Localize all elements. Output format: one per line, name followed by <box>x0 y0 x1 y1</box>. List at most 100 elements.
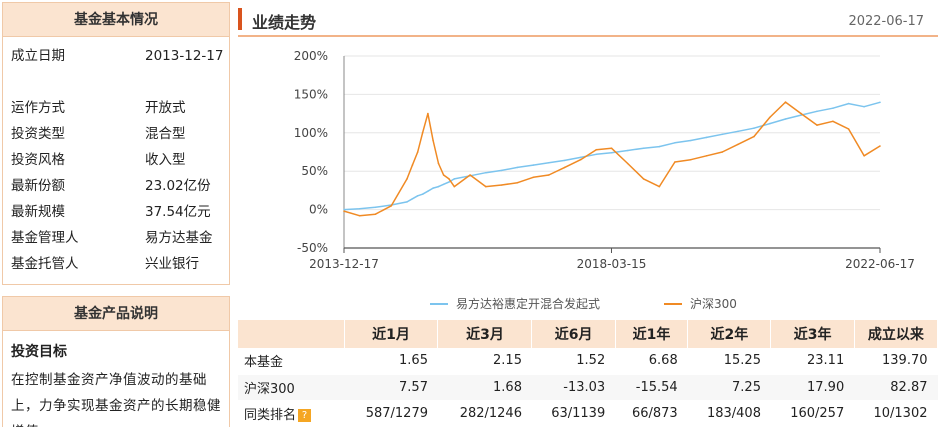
data-point <box>816 110 818 113</box>
data-point <box>500 169 503 172</box>
info-value-operation: 开放式 <box>145 100 186 116</box>
header-blank <box>238 320 345 348</box>
data-point <box>485 185 487 188</box>
data-point <box>595 148 598 151</box>
product-desc-title: 基金产品说明 <box>3 297 229 331</box>
info-label-invest-style: 投资风格 <box>11 152 65 168</box>
table-cell: 17.90 <box>770 374 855 401</box>
data-point <box>610 152 613 154</box>
data-point <box>816 124 818 126</box>
data-point <box>416 195 419 197</box>
info-label-manager: 基金管理人 <box>11 230 79 246</box>
data-point <box>548 174 550 176</box>
product-desc-panel: 基金产品说明 投资目标 在控制基金资产净值波动的基础上，力争实现基金资产的长期稳… <box>2 296 230 427</box>
data-point <box>390 205 393 207</box>
legend-label: 易方达裕惠定开混合发起式 <box>456 296 600 311</box>
data-point <box>343 210 345 212</box>
table-cell: 63/1139 <box>531 400 616 427</box>
legend-label: 沪深300 <box>690 297 737 311</box>
header-since-inception: 成立以来 <box>854 320 939 348</box>
info-value-established: 2013-12-17 <box>145 48 224 64</box>
data-point <box>863 105 865 108</box>
data-point <box>406 201 408 203</box>
data-point <box>563 166 566 169</box>
performance-chart: 200% 150% 100% 50% 0% -50% 2013-12-17 2018-03-1… <box>294 49 915 311</box>
data-point <box>374 213 377 215</box>
info-label-established: 成立日期 <box>11 48 65 64</box>
data-point <box>442 183 445 186</box>
row-label: 沪深300 <box>238 374 344 401</box>
table-row: 沪深300 7.57 1.68 -13.03 -15.54 7.25 17.90… <box>238 374 938 401</box>
data-point <box>374 206 377 209</box>
data-point <box>437 185 440 188</box>
data-point <box>721 151 724 153</box>
row-label-rank: 同类排名? <box>238 400 344 427</box>
table-cell: 2.15 <box>437 348 532 375</box>
data-point <box>753 135 755 138</box>
row-label: 本基金 <box>238 348 344 375</box>
header-1y: 近1年 <box>615 320 689 348</box>
data-point <box>832 120 834 123</box>
table-cell: -13.03 <box>531 374 616 401</box>
y-tick-label: -50% <box>297 241 328 255</box>
data-point <box>737 130 739 133</box>
table-cell: 7.25 <box>687 374 771 401</box>
info-value-scale: 37.54亿元 <box>145 204 211 220</box>
data-point <box>784 118 787 120</box>
data-point <box>674 142 676 144</box>
table-cell: 282/1246 <box>437 400 532 427</box>
data-point <box>516 166 519 169</box>
data-point <box>427 112 429 115</box>
data-point <box>658 145 661 148</box>
x-tick-label: 2013-12-17 <box>309 257 379 271</box>
data-point <box>411 164 414 166</box>
fund-info-title: 基金基本情况 <box>3 3 229 37</box>
table-cell: 183/408 <box>687 400 771 427</box>
data-point <box>658 185 661 188</box>
data-point <box>847 128 850 130</box>
data-point <box>532 164 535 166</box>
data-point <box>453 185 456 188</box>
y-tick-label: 150% <box>294 87 328 101</box>
data-point <box>343 208 345 211</box>
data-point <box>421 193 424 195</box>
data-point <box>437 162 440 165</box>
data-point <box>832 107 834 109</box>
data-point <box>432 139 434 142</box>
data-point <box>626 149 629 152</box>
table-row: 同类排名? 587/1279 282/1246 63/1139 66/873 1… <box>238 400 938 427</box>
data-point <box>442 174 445 176</box>
info-label-operation: 运作方式 <box>11 100 65 116</box>
data-point <box>689 158 692 161</box>
table-cell: 6.68 <box>615 348 688 375</box>
data-point <box>595 153 598 156</box>
title-underline <box>238 35 938 37</box>
table-cell: 23.11 <box>770 348 855 375</box>
info-label-invest-type: 投资类型 <box>11 126 65 142</box>
data-point <box>358 214 361 217</box>
performance-title: 业绩走势 <box>252 13 317 32</box>
performance-table: 近1月 近3月 近6月 近1年 近2年 近3年 成立以来 本基金 1.65 2.… <box>238 320 939 427</box>
info-value-invest-style: 收入型 <box>145 152 186 168</box>
help-icon[interactable]: ? <box>298 408 312 422</box>
x-tick-label: 2018-03-15 <box>577 257 647 271</box>
y-tick-label: 200% <box>294 49 328 63</box>
info-value-manager[interactable]: 易方达基金 <box>145 230 213 246</box>
data-point <box>421 132 424 134</box>
data-point <box>721 133 724 136</box>
data-point <box>769 122 771 125</box>
header-2y: 近2年 <box>687 320 772 348</box>
y-tick-label: 100% <box>294 126 328 140</box>
data-point <box>737 143 739 146</box>
data-point <box>769 116 771 119</box>
data-point <box>448 181 450 183</box>
product-desc-text: 在控制基金资产净值波动的基础上，力争实现基金资产的长期稳健增值。 <box>11 372 221 427</box>
table-cell: 7.57 <box>344 374 438 401</box>
info-label-custodian: 基金托管人 <box>11 256 79 272</box>
series-line-0 <box>343 101 881 211</box>
header-3m: 近3月 <box>437 320 533 348</box>
data-point <box>705 155 708 157</box>
table-cell: 1.52 <box>531 348 616 375</box>
data-point <box>427 190 429 192</box>
data-point <box>674 161 676 163</box>
